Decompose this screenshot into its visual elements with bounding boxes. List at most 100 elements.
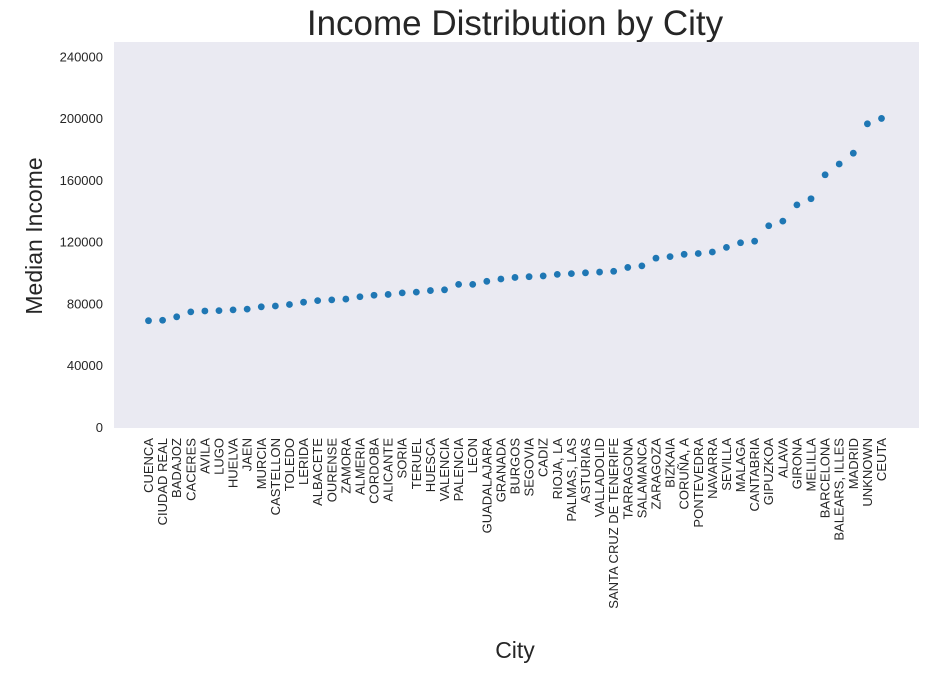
x-tick-label: GRANADA [493,438,508,503]
data-point [624,264,632,271]
x-tick-label: CADIZ [536,438,551,477]
data-point [737,239,744,247]
data-point [779,217,787,225]
x-tick-label: CACERES [183,438,198,501]
data-point [215,307,223,315]
data-point [553,270,561,278]
x-tick-label: BURGOS [508,438,523,495]
x-tick-label: RIOJA, LA [550,438,565,500]
x-tick-label: GUADALAJARA [479,438,494,534]
data-point [567,270,575,277]
data-point [257,303,265,311]
data-point [723,243,730,251]
y-tick-label: 0 [96,420,103,435]
x-tick-label: NAVARRA [705,438,720,499]
x-tick-label: ALBACETE [310,438,325,506]
data-point [243,305,251,313]
data-point [229,306,237,314]
data-points [145,115,885,325]
data-point [370,291,378,299]
x-tick-label: AVILA [197,438,212,474]
x-tick-label: ZARAGOZA [648,438,663,510]
x-tick-label: ASTURIAS [578,438,593,503]
data-point [666,253,674,261]
data-point [441,286,448,294]
data-point [610,267,618,275]
data-point [342,295,350,303]
plot-area [114,42,919,428]
x-tick-label: JAEN [240,438,255,471]
data-point [173,313,181,321]
data-point [271,302,279,310]
y-tick-label: 160000 [60,173,103,188]
data-point [511,274,519,281]
x-tick-label: SALAMANCA [634,438,649,519]
x-tick-label: CUENCA [141,438,156,493]
data-point [652,254,660,262]
data-point [708,248,716,256]
x-tick-label: HUESCA [423,438,438,493]
x-tick-label: OURENSE [324,438,339,503]
data-point [427,287,434,294]
x-tick-label: LERIDA [296,438,311,485]
y-tick-label: 120000 [60,235,103,250]
data-point [328,296,336,304]
x-tick-label: MURCIA [254,438,269,490]
x-tick-label: TARRAGONA [620,438,635,520]
data-point [694,250,702,257]
data-point [765,222,773,230]
data-point [412,288,420,296]
data-point [187,308,195,316]
data-point [582,269,589,277]
data-point [680,250,688,258]
data-point [469,281,477,288]
data-point [864,120,871,128]
data-point [539,272,547,280]
data-point [201,307,209,315]
data-point [398,289,406,297]
data-point [384,291,392,298]
x-tick-label: PALMAS, LAS [564,438,579,522]
data-point [497,275,505,283]
data-point [596,268,603,276]
y-tick-label: 240000 [60,49,103,64]
x-axis-label: City [495,637,535,663]
data-point [849,149,857,157]
x-tick-label: SANTA CRUZ DE TENERIFE [606,438,621,609]
x-tick-label: BALEARS, ILLES [832,438,847,541]
x-tick-label: CORUÑA, A [677,438,692,510]
x-tick-label: ZAMORA [338,438,353,494]
x-tick-label: GIPUZKOA [761,438,776,506]
x-tick-label: PALENCIA [451,438,466,502]
data-point [793,201,801,209]
x-tick-label: MALAGA [733,438,748,493]
x-tick-label: CIUDAD REAL [155,438,170,525]
x-tick-label: MELILLA [804,438,819,492]
data-point [821,171,829,179]
x-tick-label: CORDOBA [367,438,382,504]
x-tick-label: ALAVA [775,438,790,478]
x-tick-label: CEUTA [874,438,889,481]
x-tick-label: VALENCIA [437,438,452,502]
y-tick-label: 80000 [67,296,103,311]
y-tick-label: 200000 [60,111,103,126]
data-point [807,195,815,203]
x-tick-label: HUELVA [226,438,241,488]
x-tick-label: TERUEL [409,438,424,489]
x-tick-label: VALLADOLID [592,438,607,517]
data-point [356,293,364,301]
x-tick-label: PONTEVEDRA [691,438,706,528]
x-tick-label: SEGOVIA [522,438,537,497]
data-point [314,297,322,305]
data-point [638,262,646,270]
x-axis-ticks: CUENCA CIUDAD REAL BADAJOZ CACERES AVILA LUGO… [141,438,889,609]
x-tick-label: UNKNOWN [860,438,875,507]
x-tick-label: BARCELONA [818,438,833,519]
x-tick-label: TOLEDO [282,438,297,491]
x-tick-label: SORIA [395,438,410,479]
x-tick-label: GIRONA [789,438,804,490]
data-point [483,277,491,285]
data-point [835,160,843,168]
